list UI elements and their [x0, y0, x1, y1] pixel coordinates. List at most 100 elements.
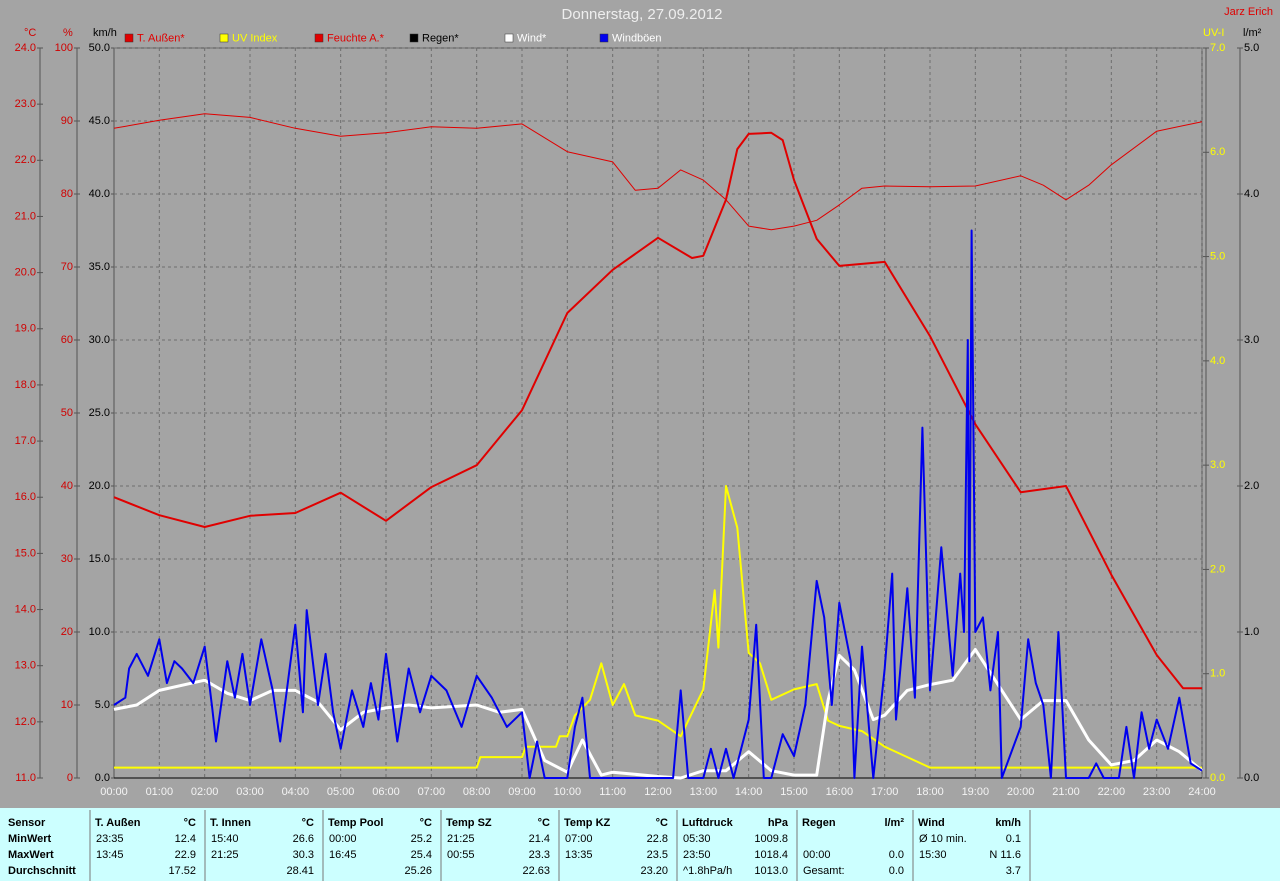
- stats-time: 15:30: [919, 849, 947, 861]
- x-tick-label: 11:00: [599, 786, 626, 798]
- legend-label: T. Außen*: [137, 32, 185, 44]
- x-tick-label: 02:00: [191, 786, 219, 798]
- y-tick-label: 50: [61, 407, 73, 419]
- y-tick-label: 6.0: [1210, 146, 1225, 158]
- x-tick-label: 08:00: [463, 786, 491, 798]
- stats-col-name: Temp SZ: [446, 817, 492, 829]
- x-tick-label: 13:00: [690, 786, 718, 798]
- y-tick-label: 5.0: [95, 699, 110, 711]
- y-tick-label: 35.0: [89, 261, 110, 273]
- axis-title: km/h: [93, 27, 117, 39]
- stats-value: 0.0: [889, 865, 904, 877]
- y-tick-label: 30: [61, 553, 73, 565]
- stats-col-unit: km/h: [995, 817, 1021, 829]
- stats-value: 1009.8: [754, 833, 788, 845]
- stats-time: 13:35: [565, 849, 593, 861]
- stats-col-unit: hPa: [768, 817, 789, 829]
- stats-col-name: T. Innen: [210, 817, 251, 829]
- stats-time: 15:40: [211, 833, 239, 845]
- stats-time: 21:25: [447, 833, 475, 845]
- legend-label: Wind*: [517, 32, 547, 44]
- stats-row-label: Durchschnitt: [8, 865, 76, 877]
- y-tick-label: 2.0: [1244, 480, 1259, 492]
- stats-value: 23.5: [647, 849, 668, 861]
- stats-time: 13:45: [96, 849, 124, 861]
- stats-time: ^1.8hPa/h: [683, 865, 732, 877]
- x-tick-label: 23:00: [1143, 786, 1171, 798]
- y-tick-label: 1.0: [1244, 626, 1259, 638]
- y-tick-label: 16.0: [15, 491, 36, 503]
- legend-label: UV Index: [232, 32, 278, 44]
- stats-value: 1018.4: [754, 849, 788, 861]
- y-tick-label: 4.0: [1244, 188, 1259, 200]
- stats-value: 22.8: [647, 833, 668, 845]
- stats-value: 23.3: [529, 849, 550, 861]
- stats-time: Gesamt:: [803, 865, 845, 877]
- legend-label: Feuchte A.*: [327, 32, 385, 44]
- series-line: [114, 485, 1202, 769]
- stats-col-name: T. Außen: [95, 817, 141, 829]
- axis-title: l/m²: [1243, 27, 1262, 39]
- y-tick-label: 20.0: [89, 480, 110, 492]
- y-tick-label: 5.0: [1210, 250, 1225, 262]
- y-tick-label: 40: [61, 480, 73, 492]
- axis-title: %: [63, 27, 73, 39]
- stats-time: 21:25: [211, 849, 239, 861]
- y-tick-label: 23.0: [15, 98, 36, 110]
- series-line: [113, 113, 1203, 231]
- stats-value: 17.52: [168, 865, 196, 877]
- x-tick-label: 18:00: [916, 786, 944, 798]
- stats-time: 00:55: [447, 849, 475, 861]
- stats-time: 16:45: [329, 849, 357, 861]
- x-tick-label: 10:00: [554, 786, 582, 798]
- chart-title: Donnerstag, 27.09.2012: [562, 6, 723, 23]
- stats-panel: [0, 808, 1280, 881]
- x-tick-label: 15:00: [780, 786, 808, 798]
- stats-time: 23:50: [683, 849, 711, 861]
- y-tick-label: 7.0: [1210, 42, 1225, 54]
- y-tick-label: 100: [55, 42, 73, 54]
- y-tick-label: 3.0: [1244, 334, 1259, 346]
- stats-value: 0.0: [889, 849, 904, 861]
- y-tick-label: 13.0: [15, 660, 36, 672]
- x-tick-label: 05:00: [327, 786, 355, 798]
- y-tick-label: 11.0: [15, 772, 36, 784]
- y-tick-label: 20.0: [15, 267, 36, 279]
- series-line: [113, 229, 1203, 779]
- x-tick-label: 04:00: [282, 786, 310, 798]
- y-tick-label: 1.0: [1210, 668, 1225, 680]
- stats-value: 0.1: [1006, 833, 1021, 845]
- stats-col-name: Wind: [918, 817, 945, 829]
- stats-col-name: Luftdruck: [682, 817, 734, 829]
- stats-time: 05:30: [683, 833, 711, 845]
- stats-col-name: Temp Pool: [328, 817, 383, 829]
- y-tick-label: 22.0: [15, 154, 36, 166]
- stats-col-unit: °C: [656, 817, 668, 829]
- x-tick-label: 06:00: [372, 786, 400, 798]
- stats-value: 25.2: [411, 833, 432, 845]
- stats-value: 30.3: [293, 849, 314, 861]
- y-tick-label: 60: [61, 334, 73, 346]
- legend-label: Regen*: [422, 32, 459, 44]
- stats-row-label: MinWert: [8, 833, 52, 845]
- x-tick-label: 07:00: [418, 786, 446, 798]
- stats-value: 1013.0: [754, 865, 788, 877]
- stats-col-unit: l/m²: [884, 817, 904, 829]
- y-tick-label: 4.0: [1210, 355, 1225, 367]
- y-tick-label: 24.0: [15, 42, 36, 54]
- y-tick-label: 90: [61, 115, 73, 127]
- y-tick-label: 15.0: [15, 547, 36, 559]
- x-tick-label: 20:00: [1007, 786, 1035, 798]
- stats-header: Sensor: [8, 817, 46, 829]
- legend-swatch: [409, 33, 419, 43]
- x-tick-label: 16:00: [826, 786, 854, 798]
- y-tick-label: 80: [61, 188, 73, 200]
- x-tick-label: 21:00: [1052, 786, 1080, 798]
- legend-swatch: [599, 33, 609, 43]
- stats-value: N 11.6: [989, 849, 1021, 861]
- y-tick-label: 10.0: [89, 626, 110, 638]
- stats-value: 25.26: [404, 865, 432, 877]
- y-tick-label: 3.0: [1210, 459, 1225, 471]
- y-tick-label: 10: [61, 699, 73, 711]
